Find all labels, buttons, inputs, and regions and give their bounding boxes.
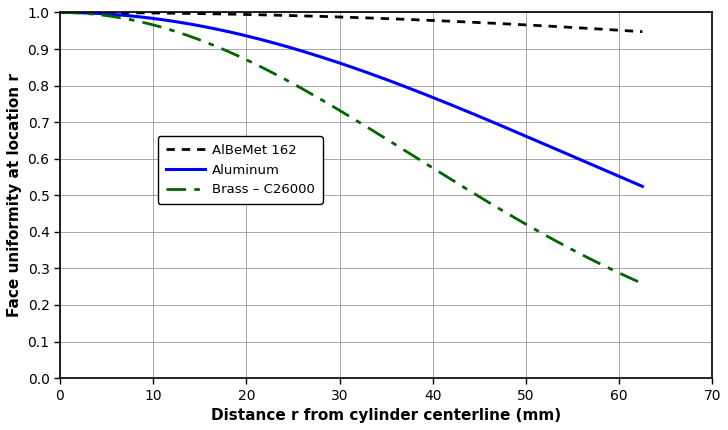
AlBeMet 162 [521, 22, 529, 28]
Aluminum [456, 106, 464, 111]
X-axis label: Distance r from cylinder centerline (mm): Distance r from cylinder centerline (mm) [211, 408, 561, 423]
Brass – C26000 [55, 10, 64, 15]
Brass – C26000 [638, 281, 646, 286]
Line: Aluminum: Aluminum [60, 12, 642, 186]
Brass – C26000 [456, 182, 464, 187]
Aluminum [510, 129, 518, 134]
Aluminum [521, 133, 529, 138]
Line: Brass – C26000: Brass – C26000 [60, 12, 642, 283]
AlBeMet 162 [291, 13, 300, 18]
Brass – C26000 [291, 83, 300, 88]
Aluminum [638, 184, 646, 189]
Legend: AlBeMet 162, Aluminum, Brass – C26000: AlBeMet 162, Aluminum, Brass – C26000 [158, 136, 323, 204]
Brass – C26000 [312, 94, 321, 99]
Y-axis label: Face uniformity at location r: Face uniformity at location r [7, 74, 22, 317]
AlBeMet 162 [638, 29, 646, 34]
Aluminum [291, 46, 300, 52]
Brass – C26000 [115, 15, 124, 20]
Brass – C26000 [510, 215, 518, 220]
AlBeMet 162 [510, 22, 518, 27]
Brass – C26000 [521, 221, 529, 226]
Aluminum [312, 53, 321, 58]
AlBeMet 162 [312, 14, 321, 19]
Aluminum [55, 10, 64, 15]
AlBeMet 162 [115, 10, 124, 15]
Line: AlBeMet 162: AlBeMet 162 [60, 12, 642, 32]
Aluminum [115, 12, 124, 18]
AlBeMet 162 [456, 19, 464, 24]
AlBeMet 162 [55, 10, 64, 15]
